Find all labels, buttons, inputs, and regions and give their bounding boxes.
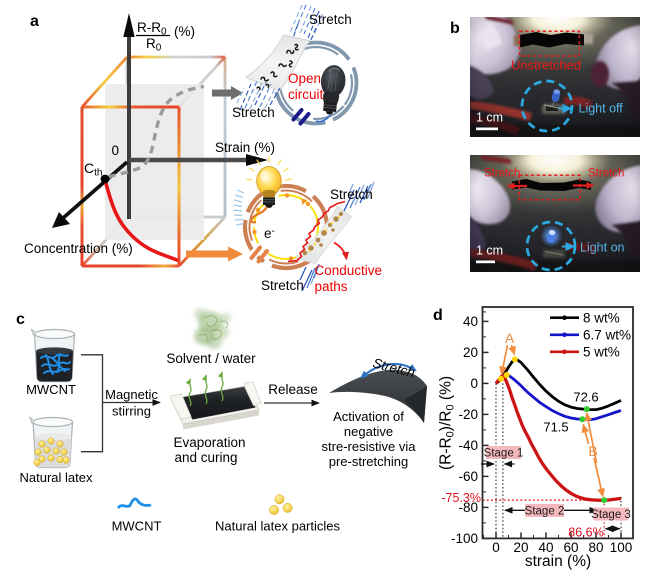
svg-text:40: 40 <box>463 314 478 329</box>
svg-text:Activation of: Activation of <box>333 409 404 424</box>
svg-text:60: 60 <box>563 540 578 555</box>
svg-text:d: d <box>433 307 443 324</box>
svg-text:Natural latex particles: Natural latex particles <box>215 519 340 534</box>
svg-text:Unstretched: Unstretched <box>511 58 581 73</box>
svg-text:20: 20 <box>513 540 528 555</box>
svg-text:stirring: stirring <box>112 404 151 419</box>
svg-text:71.5: 71.5 <box>543 420 568 435</box>
svg-text:Stretch: Stretch <box>330 187 373 202</box>
svg-text:pre-stretching: pre-stretching <box>329 454 408 469</box>
svg-text:6.7 wt%: 6.7 wt% <box>583 328 631 343</box>
svg-text:Conductive: Conductive <box>315 263 383 278</box>
svg-text:Magnetic: Magnetic <box>105 387 158 402</box>
svg-text:Natural latex: Natural latex <box>20 470 93 485</box>
svg-text:0: 0 <box>470 376 478 391</box>
svg-text:-60: -60 <box>458 469 478 484</box>
svg-text:Stretch: Stretch <box>261 278 304 293</box>
svg-text:Stage 3: Stage 3 <box>591 509 631 521</box>
svg-text:Strain (%): Strain (%) <box>215 140 275 155</box>
svg-text:5 wt%: 5 wt% <box>583 345 620 360</box>
svg-text:MWCNT: MWCNT <box>112 519 162 534</box>
svg-text:86.6%: 86.6% <box>568 526 603 540</box>
svg-text:-100: -100 <box>451 531 478 546</box>
svg-text:Solvent / water: Solvent / water <box>166 351 256 366</box>
svg-text:-40: -40 <box>458 438 478 453</box>
svg-text:Concentration (%): Concentration (%) <box>24 241 133 256</box>
svg-text:stre-resistive via: stre-resistive via <box>322 439 417 454</box>
svg-text:e-: e- <box>264 226 275 241</box>
svg-text:-20: -20 <box>458 407 478 422</box>
svg-text:8 wt%: 8 wt% <box>583 311 620 326</box>
svg-text:R-R0: R-R0 <box>137 20 167 38</box>
svg-text:a: a <box>30 13 39 30</box>
svg-text:R0: R0 <box>146 36 162 54</box>
svg-text:-75.3%: -75.3% <box>441 491 481 505</box>
svg-text:Light off: Light off <box>579 102 624 116</box>
svg-text:Stretch: Stretch <box>588 168 624 180</box>
svg-text:0: 0 <box>492 540 500 555</box>
svg-text:(%): (%) <box>174 24 195 39</box>
svg-text:40: 40 <box>538 540 553 555</box>
svg-text:Stretch: Stretch <box>484 168 520 180</box>
svg-text:Stage 2: Stage 2 <box>525 506 565 518</box>
svg-text:-80: -80 <box>458 500 478 515</box>
svg-text:1 cm: 1 cm <box>476 111 503 125</box>
svg-text:B: B <box>588 443 597 459</box>
svg-text:1 cm: 1 cm <box>476 244 503 258</box>
svg-text:Light on: Light on <box>580 241 625 255</box>
svg-text:100: 100 <box>610 540 633 555</box>
svg-text:20: 20 <box>463 345 478 360</box>
svg-text:MWCNT: MWCNT <box>26 382 76 397</box>
svg-text:Evaporation: Evaporation <box>173 435 245 450</box>
svg-text:0: 0 <box>111 143 119 158</box>
svg-text:circuit: circuit <box>288 87 324 102</box>
svg-text:strain (%): strain (%) <box>525 553 591 570</box>
svg-text:A: A <box>505 330 515 346</box>
svg-text:Stretch: Stretch <box>309 12 352 27</box>
svg-text:Stage 1: Stage 1 <box>484 448 524 460</box>
svg-text:80: 80 <box>588 540 603 555</box>
svg-text:72.6: 72.6 <box>573 390 598 405</box>
svg-text:c: c <box>16 311 25 328</box>
svg-text:paths: paths <box>315 279 348 294</box>
svg-text:Cth: Cth <box>84 160 102 179</box>
svg-text:and curing: and curing <box>174 450 237 465</box>
svg-text:(R-R0)/R0 (%): (R-R0)/R0 (%) <box>438 376 457 470</box>
svg-text:Open: Open <box>288 71 321 86</box>
svg-text:b: b <box>450 20 460 37</box>
svg-text:negative: negative <box>344 424 393 439</box>
svg-text:Release: Release <box>268 382 318 397</box>
svg-text:Stretch: Stretch <box>232 105 275 120</box>
